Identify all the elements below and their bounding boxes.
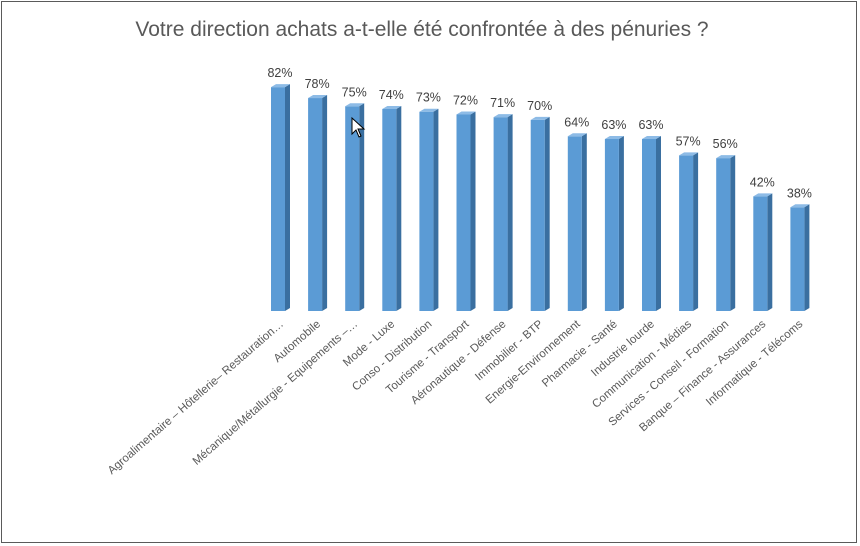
bar — [382, 105, 402, 311]
bar — [271, 84, 290, 311]
bar — [419, 108, 439, 312]
bar — [493, 114, 513, 311]
mouse-cursor-icon — [351, 116, 366, 138]
bar-side — [285, 84, 290, 311]
bar — [753, 193, 773, 311]
bar-side — [359, 103, 365, 311]
bar-top — [271, 84, 290, 88]
data-label: 56% — [713, 137, 738, 151]
data-label: 72% — [453, 93, 478, 107]
data-label: 63% — [638, 118, 663, 132]
bar — [604, 136, 624, 311]
bar-side — [396, 105, 402, 311]
category-label: Industrie lourde — [589, 318, 657, 379]
bar-top — [642, 136, 661, 140]
bar-front — [308, 98, 323, 311]
chart-title: Votre direction achats a-t-elle été conf… — [135, 18, 709, 41]
data-label: 82% — [267, 66, 292, 80]
bar-side — [656, 136, 661, 311]
category-label: Mécanique/Métallurgie - Equipements –… — [191, 318, 360, 468]
bar-front — [642, 139, 656, 311]
bar-top — [308, 95, 328, 99]
data-label: 38% — [787, 186, 812, 200]
bar-top — [716, 155, 736, 159]
bar-front — [790, 207, 805, 311]
bar-top — [382, 105, 402, 109]
data-label: 63% — [601, 118, 626, 132]
bar-top — [456, 111, 476, 115]
bar-top — [493, 114, 513, 118]
bar-side — [581, 133, 587, 311]
bar-front — [604, 139, 619, 311]
bar-side — [618, 136, 624, 311]
bar — [642, 136, 661, 311]
bar — [456, 111, 476, 311]
bar-side — [693, 152, 699, 311]
bar-top — [679, 152, 699, 156]
bar — [679, 152, 699, 311]
data-label: 78% — [305, 77, 330, 91]
bar-top — [604, 136, 624, 140]
bar-side — [322, 95, 328, 311]
bar — [716, 155, 736, 311]
bar-top — [753, 193, 773, 197]
bar-side — [767, 193, 773, 311]
category-label: Immobilier - BTP — [473, 318, 546, 383]
data-label: 42% — [750, 175, 775, 189]
bar-front — [382, 108, 397, 311]
data-label: 71% — [490, 96, 515, 110]
bar — [345, 103, 365, 311]
bar-front — [271, 87, 285, 311]
bar — [790, 204, 810, 311]
data-label: 73% — [416, 91, 441, 105]
bar-top — [567, 133, 587, 137]
bar-side — [730, 155, 736, 311]
bar-front — [419, 111, 434, 312]
bar-top — [530, 116, 550, 120]
bar-side — [433, 108, 439, 312]
bar-top — [419, 108, 439, 112]
bar-front — [530, 119, 545, 312]
data-label: 64% — [564, 115, 589, 129]
data-label: 70% — [527, 99, 552, 113]
bar-top — [345, 103, 365, 107]
bar-front — [679, 155, 694, 311]
bar-front — [456, 114, 471, 311]
data-label: 74% — [379, 88, 404, 102]
bar-front — [753, 196, 768, 311]
bar-side — [544, 116, 550, 312]
bar-side — [470, 111, 476, 311]
bar-top — [790, 204, 810, 208]
bar — [567, 133, 587, 311]
bar — [530, 116, 550, 312]
bar-front — [345, 106, 360, 311]
bar — [308, 95, 328, 311]
data-label: 57% — [676, 134, 701, 148]
data-label: 75% — [342, 85, 367, 99]
bar-side — [507, 114, 513, 311]
bar-side — [804, 204, 810, 311]
bar-front — [493, 117, 508, 311]
bar-front — [567, 136, 582, 311]
bar-front — [716, 158, 731, 311]
